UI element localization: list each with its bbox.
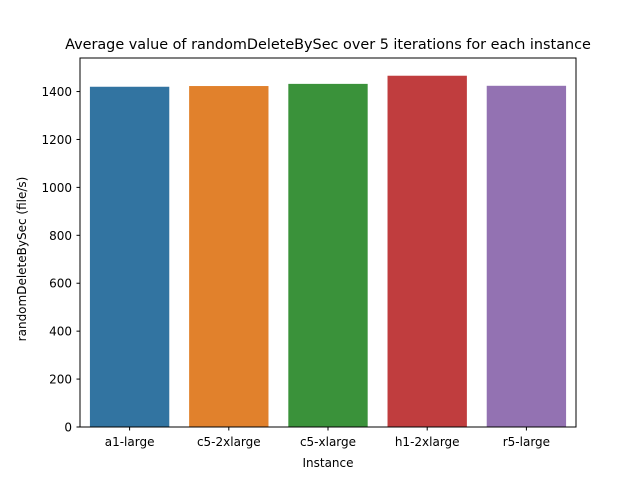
y-tick-label: 0	[64, 421, 72, 435]
chart-title: Average value of randomDeleteBySec over …	[65, 37, 591, 53]
bar-r5-large	[486, 85, 567, 428]
x-axis-ticks: a1-large c5-2xlarge c5-xlarge h1-2xlarge r5-…	[105, 427, 550, 449]
bar-c5-xlarge	[288, 83, 368, 427]
y-tick-label: 200	[49, 373, 72, 387]
y-tick-label: 1200	[41, 133, 72, 147]
y-tick-label: 800	[49, 229, 72, 243]
y-axis-label: randomDeleteBySec (file/s)	[15, 177, 29, 342]
bar-a1-large	[89, 86, 170, 428]
y-tick-label: 1400	[41, 85, 72, 99]
plot-area-frame	[79, 57, 577, 428]
y-tick-label: 400	[49, 325, 72, 339]
x-tick-label: c5-2xlarge	[197, 435, 261, 449]
bar-c5-2xlarge	[189, 86, 269, 427]
x-tick-label: h1-2xlarge	[395, 435, 460, 449]
x-tick-label: r5-large	[503, 435, 550, 449]
y-axis-ticks: 0 200 400 600 800 1000 1200 1400	[41, 85, 80, 435]
x-tick-label: a1-large	[105, 435, 155, 449]
x-axis-label: Instance	[302, 456, 353, 470]
y-tick-label: 1000	[41, 181, 72, 195]
bar-h1-2xlarge	[387, 75, 467, 427]
x-tick-label: c5-xlarge	[300, 435, 356, 449]
bars-group	[89, 75, 567, 428]
y-tick-label: 600	[49, 277, 72, 291]
